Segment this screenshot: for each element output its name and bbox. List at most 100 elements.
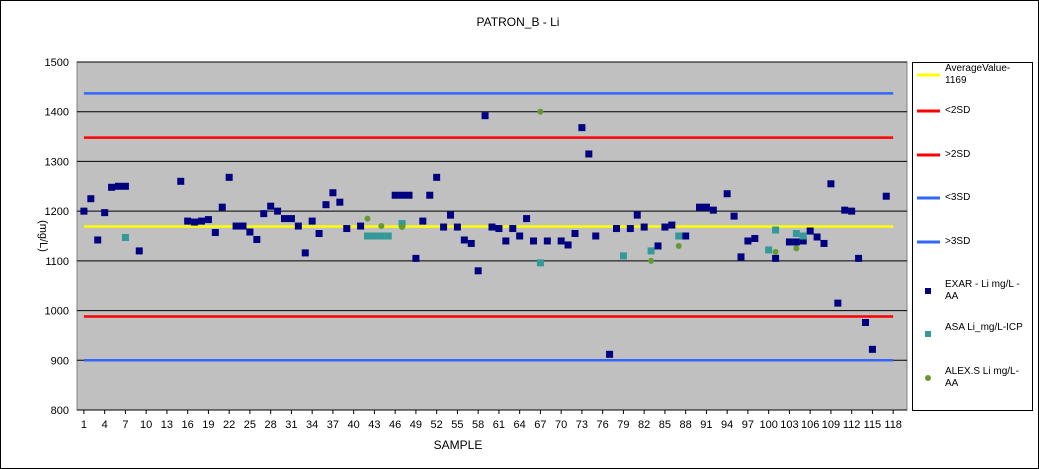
- data-point: [370, 232, 378, 240]
- data-point: [447, 211, 454, 219]
- data-point: [827, 180, 835, 188]
- data-point: [184, 217, 192, 225]
- x-tick-label: 97: [742, 419, 754, 431]
- data-point: [820, 239, 828, 247]
- x-tick-label: 109: [822, 419, 840, 431]
- x-axis-label: SAMPLE: [434, 438, 483, 452]
- data-point: [87, 195, 95, 203]
- legend-swatch: [925, 375, 931, 381]
- x-tick-label: 118: [884, 419, 902, 431]
- x-tick-label: 82: [638, 419, 650, 431]
- x-tick-label: 100: [759, 419, 777, 431]
- data-point: [848, 207, 856, 215]
- data-point: [868, 345, 876, 353]
- x-tick-label: 19: [202, 419, 214, 431]
- data-point: [336, 198, 344, 206]
- data-point: [322, 201, 330, 209]
- x-tick-label: 40: [348, 419, 360, 431]
- y-tick-label: 1300: [45, 156, 69, 168]
- data-point: [287, 215, 295, 223]
- x-tick-label: 115: [864, 419, 882, 431]
- x-tick-label: 25: [244, 419, 256, 431]
- data-point: [398, 220, 406, 228]
- data-point: [523, 215, 531, 223]
- data-point: [578, 124, 586, 132]
- data-point: [232, 222, 240, 230]
- data-point: [135, 247, 143, 255]
- data-point: [648, 257, 655, 264]
- data-point: [613, 225, 620, 233]
- chart-title: PATRON_B - Li: [477, 15, 560, 29]
- data-point: [882, 192, 890, 200]
- data-point: [702, 203, 710, 211]
- data-point: [253, 235, 261, 243]
- data-point: [530, 237, 537, 245]
- data-point: [806, 227, 814, 235]
- legend-label: AverageValue-1169: [945, 63, 1011, 86]
- data-point: [799, 237, 807, 245]
- data-point: [101, 209, 109, 217]
- data-point: [661, 223, 669, 231]
- data-point: [398, 191, 406, 199]
- data-point: [239, 222, 247, 230]
- x-tick-label: 34: [306, 419, 318, 431]
- x-tick-label: 43: [368, 419, 380, 431]
- legend-label: EXAR - Li mg/L -AA: [945, 279, 1020, 302]
- data-point: [121, 233, 129, 241]
- y-tick-label: 900: [51, 355, 69, 367]
- data-point: [433, 173, 441, 181]
- data-point: [675, 232, 683, 240]
- x-tick-label: 37: [327, 419, 339, 431]
- data-point: [502, 237, 510, 245]
- data-point: [426, 191, 434, 199]
- legend-label: >3SD: [945, 236, 971, 247]
- data-point: [495, 225, 503, 233]
- legend-label: <3SD: [945, 192, 971, 203]
- data-point: [198, 217, 205, 225]
- data-point: [267, 202, 275, 210]
- x-tick-label: 4: [102, 419, 108, 431]
- data-point: [792, 230, 800, 238]
- x-tick-label: 94: [721, 419, 733, 431]
- data-point: [592, 232, 600, 240]
- x-tick-label: 112: [843, 419, 861, 431]
- data-point: [364, 215, 371, 222]
- x-tick-label: 61: [493, 419, 505, 431]
- x-tick-label: 76: [597, 419, 609, 431]
- data-point: [94, 236, 102, 244]
- data-point: [709, 206, 717, 214]
- data-point: [315, 230, 323, 238]
- data-point: [668, 221, 676, 229]
- data-point: [543, 237, 551, 245]
- data-point: [440, 223, 448, 231]
- x-tick-label: 103: [780, 419, 798, 431]
- y-tick-label: 1400: [45, 107, 69, 119]
- x-tick-label: 10: [140, 419, 152, 431]
- x-tick-label: 52: [431, 419, 443, 431]
- data-point: [294, 222, 302, 230]
- x-tick-label: 49: [410, 419, 422, 431]
- data-point: [626, 225, 634, 233]
- data-point: [696, 203, 703, 211]
- x-tick-label: 85: [659, 419, 671, 431]
- data-point: [737, 253, 745, 261]
- data-point: [772, 226, 780, 234]
- data-point: [516, 232, 524, 240]
- data-point: [509, 225, 517, 233]
- data-point: [841, 206, 849, 214]
- y-axis-label: (mg/L): [37, 220, 49, 252]
- data-point: [329, 189, 337, 197]
- data-point: [751, 234, 759, 242]
- data-point: [619, 252, 627, 260]
- data-point: [723, 190, 731, 198]
- x-tick-label: 46: [389, 419, 401, 431]
- x-tick-label: 1: [81, 419, 87, 431]
- data-point: [633, 211, 641, 219]
- data-point: [211, 229, 219, 237]
- data-point: [536, 259, 544, 267]
- x-tick-label: 55: [451, 419, 463, 431]
- data-point: [377, 232, 385, 240]
- data-point: [343, 225, 351, 233]
- data-point: [675, 242, 682, 249]
